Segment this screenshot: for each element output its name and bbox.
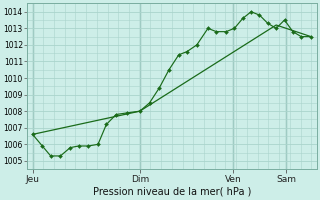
X-axis label: Pression niveau de la mer( hPa ): Pression niveau de la mer( hPa ) xyxy=(92,187,251,197)
